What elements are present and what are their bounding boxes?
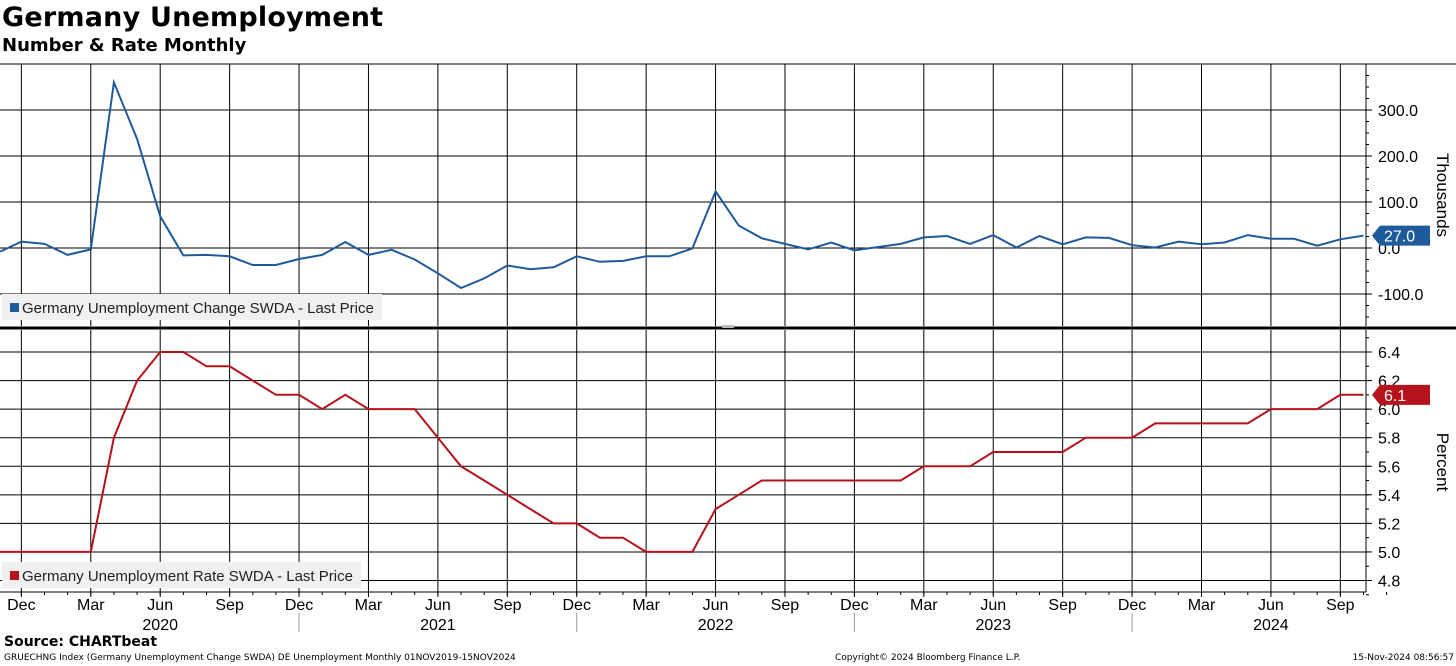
x-tick-label: Sep	[215, 597, 244, 614]
x-tick-label: Mar	[355, 597, 383, 614]
x-tick-label: Dec	[840, 597, 868, 614]
top-panel-grid	[0, 64, 1366, 326]
y-tick-label: 200.0	[1378, 149, 1418, 166]
change-series-line	[0, 78, 1364, 290]
x-year-label: 2022	[698, 617, 734, 634]
rate-legend-swatch	[10, 571, 19, 580]
rate-legend-label: Germany Unemployment Rate SWDA - Last Pr…	[22, 568, 353, 585]
legends: Germany Unemployment Change SWDA - Last …	[2, 294, 382, 588]
x-tick-label: Mar	[77, 597, 105, 614]
x-tick-label: Mar	[1188, 597, 1216, 614]
y-axis-titles: Thousands Percent	[1433, 153, 1452, 492]
x-tick-label: Jun	[703, 597, 729, 614]
change-last-badge	[1372, 225, 1430, 246]
bottom-y-axis: 4.85.05.25.45.65.86.06.26.4	[1366, 337, 1400, 596]
y-tick-label: 6.4	[1378, 345, 1400, 362]
chart-subtitle: Number & Rate Monthly	[2, 35, 247, 56]
change-legend-bg	[2, 294, 382, 320]
copyright: Copyright© 2024 Bloomberg Finance L.P.	[835, 653, 1021, 663]
y-tick-label: 5.6	[1378, 459, 1400, 476]
x-tick-label: Sep	[1048, 597, 1077, 614]
x-tick-label: Mar	[632, 597, 660, 614]
rate-series	[0, 351, 1364, 553]
last-value-labels: 27.0 6.1	[1372, 225, 1430, 405]
rate-last-badge	[1372, 384, 1430, 405]
x-tick-label: Dec	[7, 597, 35, 614]
x-tick-label: Dec	[1118, 597, 1146, 614]
x-tick-label: Sep	[1326, 597, 1355, 614]
x-tick-label: Dec	[562, 597, 590, 614]
y-tick-label: 4.8	[1378, 574, 1400, 591]
x-year-label: 2023	[975, 617, 1011, 634]
y-tick-label: -100.0	[1378, 287, 1423, 304]
change-legend-label: Germany Unemployment Change SWDA - Last …	[22, 300, 374, 317]
x-year-label: 2020	[142, 617, 178, 634]
change-legend-swatch	[10, 303, 19, 312]
bottom-panel-frame	[0, 330, 1367, 593]
rate-legend-bg	[2, 562, 361, 588]
source-note: Source: CHARTbeat	[4, 634, 158, 650]
x-tick-label: Jun	[1258, 597, 1284, 614]
x-tick-label: Dec	[285, 597, 313, 614]
x-tick-label: Sep	[493, 597, 522, 614]
divider-handle	[722, 325, 734, 328]
x-tick-label: Jun	[425, 597, 451, 614]
y-tick-label: 5.2	[1378, 516, 1400, 533]
x-tick-label: Mar	[910, 597, 938, 614]
x-tick-label: Sep	[771, 597, 800, 614]
top-panel-frame	[0, 63, 1456, 330]
x-tick-label: Jun	[980, 597, 1006, 614]
y-tick-label: 6.0	[1378, 402, 1400, 419]
x-tick-label: Jun	[147, 597, 173, 614]
x-year-label: 2024	[1253, 617, 1289, 634]
change-last-value: 27.0	[1384, 229, 1415, 246]
y-tick-label: 5.0	[1378, 545, 1400, 562]
x-axis: Dec Mar Jun Sep Dec Mar Jun Sep Dec Mar Jun Sep Dec M…	[7, 592, 1388, 634]
rate-series-line	[0, 351, 1364, 553]
top-y-axis-title: Thousands	[1433, 153, 1452, 237]
timestamp: 15-Nov-2024 08:56:57	[1352, 653, 1454, 663]
change-series	[0, 78, 1364, 290]
bottom-panel-grid	[0, 330, 1366, 592]
x-year-label: 2021	[420, 617, 456, 634]
bottom-y-axis-title: Percent	[1433, 433, 1452, 492]
y-tick-label: 5.4	[1378, 488, 1400, 505]
y-tick-label: 300.0	[1378, 103, 1418, 120]
y-tick-label: 5.8	[1378, 431, 1400, 448]
index-info: GRUECHNG Index (Germany Unemployment Cha…	[4, 653, 516, 663]
rate-last-value: 6.1	[1384, 388, 1406, 405]
chart-title: Germany Unemployment	[2, 2, 384, 33]
y-tick-label: 100.0	[1378, 195, 1418, 212]
